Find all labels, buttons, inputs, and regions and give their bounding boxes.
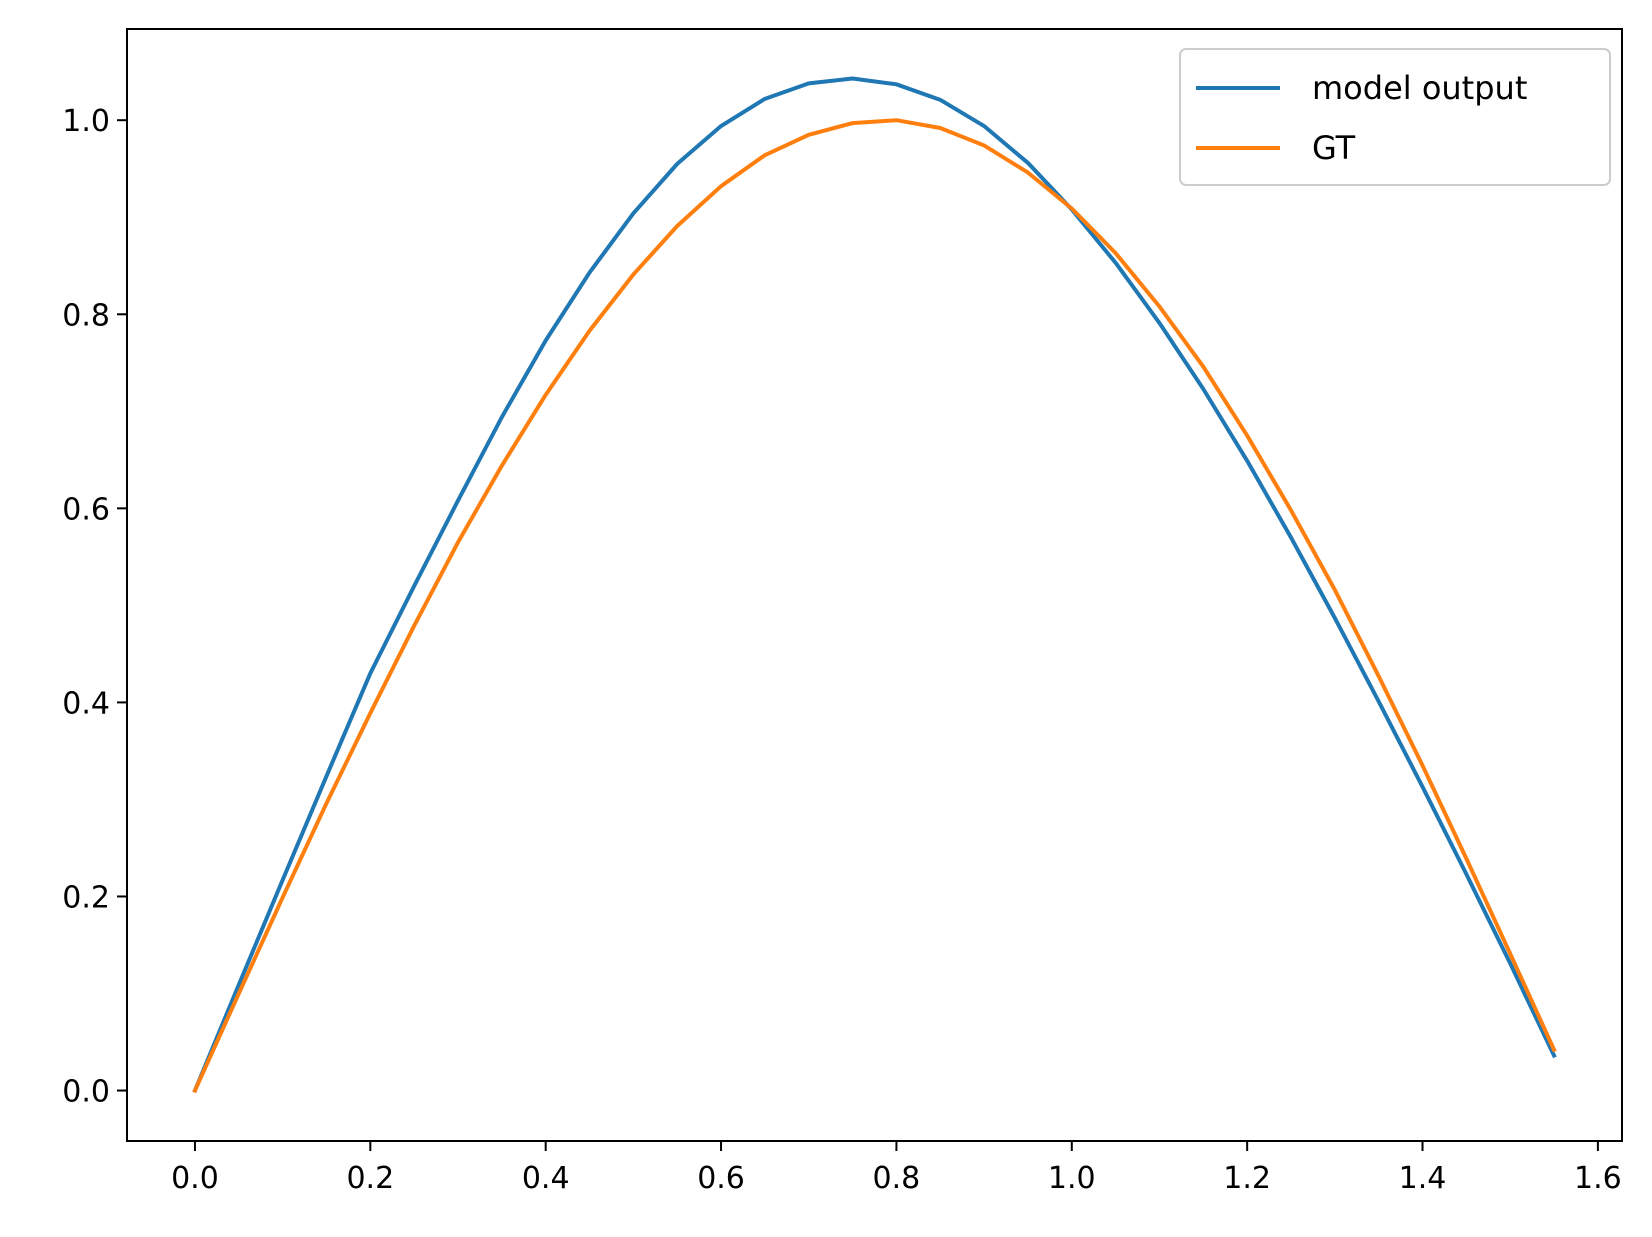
x-tick-label: 0.4 [522, 1161, 570, 1196]
x-tick-label: 1.2 [1223, 1161, 1271, 1196]
x-tick-label: 0.8 [873, 1161, 921, 1196]
plot-area [127, 29, 1622, 1141]
y-tick-label: 0.2 [62, 880, 110, 915]
x-tick-label: 1.4 [1399, 1161, 1447, 1196]
series-layer [192, 76, 1557, 1094]
y-tick-label: 0.4 [62, 686, 110, 721]
series-line-1 [192, 118, 1557, 1094]
legend-label-1: GT [1312, 129, 1356, 167]
axes-frame [126, 28, 1623, 1142]
y-tick-label: 0.8 [62, 298, 110, 333]
series-line-0 [192, 76, 1557, 1094]
legend: model output GT [1179, 48, 1611, 186]
x-tick-label: 0.0 [171, 1161, 219, 1196]
x-tick-label: 0.2 [346, 1161, 394, 1196]
y-tick-label: 1.0 [62, 104, 110, 139]
x-tick-label: 1.6 [1574, 1161, 1622, 1196]
legend-label-0: model output [1312, 69, 1527, 107]
y-tick-label: 0.0 [62, 1075, 110, 1110]
x-tick-label: 0.6 [697, 1161, 745, 1196]
y-tick-label: 0.6 [62, 492, 110, 527]
x-tick-label: 1.0 [1048, 1161, 1096, 1196]
legend-box [1179, 48, 1611, 186]
axes-layer: 0.0 0.2 0.4 0.6 0.8 1.0 1.2 1.4 1.6 0.0 0.2 0.4 0.6 0… [62, 28, 1623, 1196]
